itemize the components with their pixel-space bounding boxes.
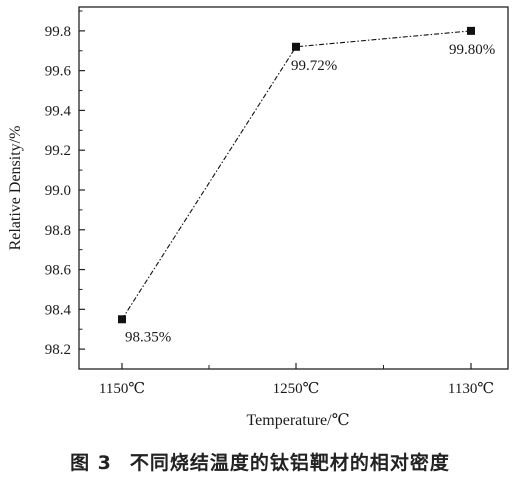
y-axis: 98.2 98.4 98.6 98.8 99.0 99.2 99.4 99.6 99.8 [45,10,85,358]
y-tick-label: 98.4 [45,302,72,318]
y-tick-label: 99.6 [45,64,72,80]
y-axis-label: Relative Density/% [7,126,24,251]
data-point-marker [118,315,126,324]
data-label: 98.35% [125,329,171,345]
y-tick-label: 98.6 [45,263,72,279]
y-tick-label: 99.8 [45,24,71,40]
data-point-marker [292,42,300,51]
figure-number: 图 3 [70,452,112,474]
data-labels: 98.35% 99.72% 99.80% [125,42,495,345]
data-label: 99.72% [291,58,337,74]
data-point-marker [467,26,475,35]
y-tick-label: 98.2 [45,342,71,358]
x-axis: 1150℃ 1250℃ 1130℃ [99,363,494,397]
relative-density-chart: 98.2 98.4 98.6 98.8 99.0 99.2 99.4 99.6 99.8 115… [7,6,509,429]
x-tick-label: 1130℃ [448,381,494,397]
data-label: 99.80% [449,42,495,58]
y-tick-label: 98.8 [45,223,71,239]
y-tick-label: 99.0 [45,183,71,199]
x-axis-label: Temperature/℃ [247,412,350,429]
y-tick-label: 99.4 [45,103,72,119]
figure-caption: 图 3 不同烧结温度的钛铝靶材的相对密度 [0,448,520,475]
x-tick-label: 1150℃ [99,381,145,397]
x-tick-label: 1250℃ [273,381,320,397]
y-tick-label: 99.2 [45,143,71,159]
figure-caption-text: 不同烧结温度的钛铝靶材的相对密度 [129,452,450,474]
series-line [121,30,472,320]
plot-frame [78,6,509,370]
density-series [118,26,475,324]
